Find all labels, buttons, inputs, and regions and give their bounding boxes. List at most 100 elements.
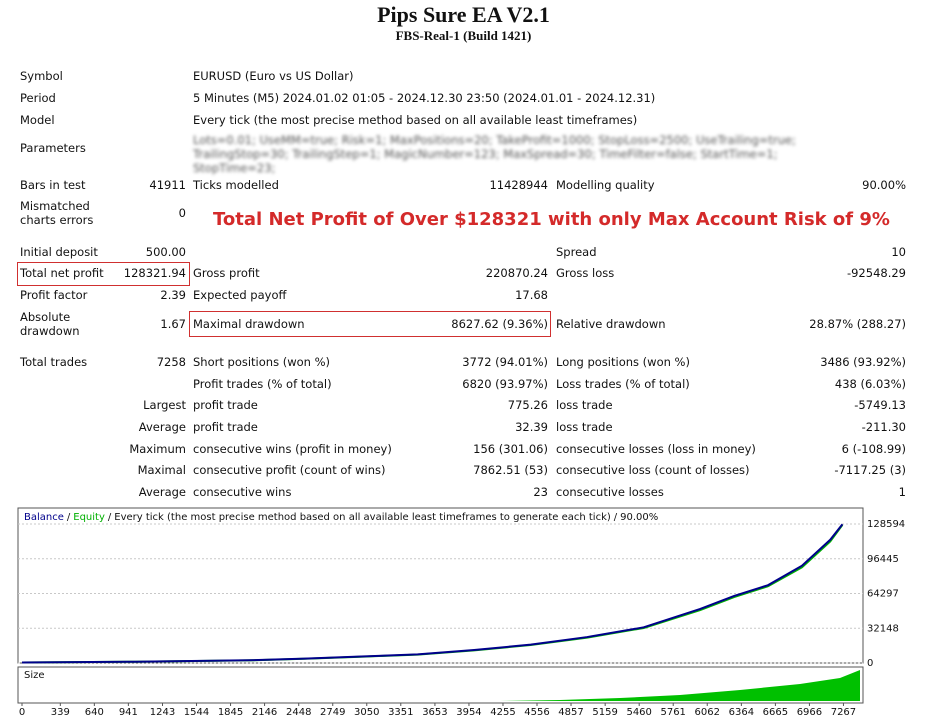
info-value: Every tick (the most precise method base… [193, 113, 638, 127]
info-label: Model [20, 113, 55, 127]
stat-value: -5749.13 [854, 398, 906, 412]
stat-label: Modelling quality [556, 178, 655, 192]
stat-label: Mismatched charts errors [20, 199, 94, 227]
stat-value: 3772 (94.01%) [462, 355, 548, 369]
y-tick-label: 128594 [867, 519, 905, 530]
stat-value: -211.30 [861, 420, 906, 434]
x-tick-label: 2448 [286, 707, 311, 718]
stat-value: 128321.94 [123, 266, 186, 280]
x-tick-label: 4556 [524, 707, 549, 718]
series-line [21, 523, 844, 664]
x-tick-label: 4857 [558, 707, 583, 718]
stat-value: 6 (-108.99) [841, 442, 906, 456]
legend-separator: / [614, 512, 618, 523]
legend-separator: / [67, 512, 71, 523]
stat-value: 156 (301.06) [473, 442, 548, 456]
x-tick-label: 1845 [218, 707, 243, 718]
title: Pips Sure EA V2.1 [377, 2, 550, 27]
legend-entry: Balance [24, 512, 64, 523]
x-tick-label: 2749 [320, 707, 345, 718]
stat-value: 17.68 [515, 288, 548, 302]
x-tick-label: 339 [51, 707, 70, 718]
stat-label: profit trade [193, 420, 258, 434]
stat-label: consecutive loss (count of losses) [556, 463, 750, 477]
stat-label: Spread [556, 245, 597, 259]
size-area [500, 670, 860, 701]
stat-value: -7117.25 (3) [834, 463, 906, 477]
stat-value: 41911 [149, 178, 186, 192]
stat-value: 0 [178, 206, 186, 220]
stat-label: Profit trades (% of total) [193, 377, 332, 391]
highlight-box [189, 311, 551, 337]
x-tick-label: 6364 [729, 707, 754, 718]
legend-entry: Equity [73, 512, 105, 523]
stat-label: consecutive profit (count of wins) [193, 463, 386, 477]
info-label: Parameters [20, 141, 86, 155]
stat-label: Total net profit [20, 266, 104, 280]
stat-value: 8627.62 (9.36%) [451, 317, 548, 331]
x-tick-label: 6062 [695, 707, 720, 718]
stat-label: loss trade [556, 420, 613, 434]
stat-label: Long positions (won %) [556, 355, 690, 369]
x-tick-label: 3954 [456, 707, 481, 718]
legend-separator: / [108, 512, 112, 523]
stat-lead: Maximal [137, 463, 186, 477]
subtitle: FBS-Real-1 (Build 1421) [395, 28, 532, 43]
x-tick-label: 1243 [150, 707, 175, 718]
stat-label: loss trade [556, 398, 613, 412]
stat-label: consecutive losses [556, 485, 664, 499]
stat-value: 1 [898, 485, 906, 499]
stat-value: 775.26 [507, 398, 548, 412]
info-value: 5 Minutes (M5) 2024.01.02 01:05 - 2024.1… [193, 91, 656, 105]
x-tick-label: 3351 [388, 707, 413, 718]
x-tick-label: 1544 [184, 707, 209, 718]
x-tick-label: 0 [19, 707, 25, 718]
stat-value: 6820 (93.97%) [462, 377, 548, 391]
x-tick-label: 941 [119, 707, 138, 718]
x-tick-label: 4255 [490, 707, 515, 718]
info-label: Period [20, 91, 56, 105]
x-tick-label: 6665 [763, 707, 788, 718]
stat-label: Total trades [20, 355, 88, 369]
stat-label: Maximal drawdown [193, 317, 305, 331]
x-tick-label: 5159 [592, 707, 617, 718]
x-tick-label: 640 [85, 707, 104, 718]
legend: Balance / Equity / Every tick (the most prec… [24, 512, 658, 523]
stat-value: 10 [891, 245, 906, 259]
stat-label: Loss trades (% of total) [556, 377, 690, 391]
stat-label: consecutive losses (loss in money) [556, 442, 756, 456]
x-tick-label: 2146 [252, 707, 277, 718]
stat-lead: Largest [143, 398, 186, 412]
stat-value: 11428944 [489, 178, 548, 192]
x-tick-label: 5761 [660, 707, 685, 718]
stat-label: Relative drawdown [556, 317, 666, 331]
stat-label: Ticks modelled [193, 178, 279, 192]
size-label: Size [24, 670, 45, 681]
highlight-box [17, 262, 190, 286]
info-value: Lots=0.01; UseMM=true; Risk=1; MaxPositi… [193, 133, 796, 175]
y-tick-label: 0 [867, 658, 873, 669]
stat-label: Profit factor [20, 288, 88, 302]
stat-value: 1.67 [160, 317, 186, 331]
x-tick-label: 3653 [422, 707, 447, 718]
stat-value: 23 [533, 485, 548, 499]
stat-label: Gross profit [193, 266, 260, 280]
stat-label: Initial deposit [20, 245, 98, 259]
legend-quality: 90.00% [620, 512, 658, 523]
plot-frame [17, 507, 864, 664]
stat-lead: Average [138, 420, 186, 434]
y-tick-label: 32148 [867, 623, 899, 634]
stat-value: -92548.29 [846, 266, 906, 280]
stat-lead: Maximum [129, 442, 186, 456]
stat-value: 3486 (93.92%) [820, 355, 906, 369]
stat-value: 32.39 [515, 420, 548, 434]
stat-label: Bars in test [20, 178, 86, 192]
stat-value: 7258 [156, 355, 186, 369]
stat-label: Gross loss [556, 266, 615, 280]
stat-label: consecutive wins (profit in money) [193, 442, 392, 456]
legend-note: Every tick (the most precise method base… [114, 512, 611, 523]
stat-value: 90.00% [862, 178, 906, 192]
stat-label: profit trade [193, 398, 258, 412]
